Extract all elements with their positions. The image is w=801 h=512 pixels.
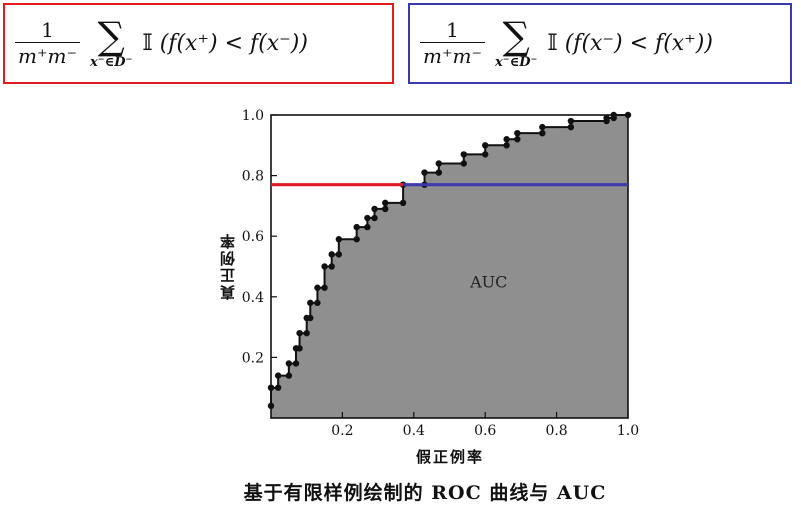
roc-point	[460, 151, 467, 158]
roc-point	[567, 117, 575, 125]
summation: ∑ x⁻∈D⁻	[495, 17, 537, 71]
roc-point	[335, 251, 343, 258]
roc-point	[335, 236, 343, 243]
fraction-bar	[420, 42, 486, 43]
roc-point	[364, 223, 371, 231]
roc-point	[353, 223, 360, 231]
y-tick-label: 0.2	[242, 350, 264, 366]
roc-point	[314, 284, 321, 291]
roc-point	[274, 384, 282, 391]
chart-canvas: 0.2 0.4 0.6 0.8 1.0 0.2 0.4 0.6 0.8 1.0 AUC	[242, 108, 639, 439]
roc-point	[285, 360, 293, 367]
formula-left: 1 m⁺m⁻ ∑ x⁻∈D⁻ 𝕀 (f(x⁺) < f(x⁻))	[3, 3, 394, 84]
x-axis-label: 假正例率	[416, 448, 485, 466]
roc-point	[567, 123, 575, 131]
x-tick-label: 0.6	[474, 423, 496, 439]
fraction-numerator: 1	[41, 18, 54, 42]
roc-point	[482, 151, 489, 158]
auc-area	[271, 115, 628, 418]
roc-point	[460, 160, 467, 167]
roc-point	[321, 263, 328, 270]
fraction: 1 m⁺m⁻	[15, 18, 81, 69]
roc-point	[274, 372, 282, 379]
roc-point	[364, 214, 371, 222]
indicator-symbol: 𝕀	[547, 31, 558, 56]
roc-point	[321, 284, 328, 291]
roc-point	[267, 402, 275, 410]
indicator-expression: 𝕀 (f(x⁻) < f(x⁺))	[547, 31, 713, 56]
fraction-bar	[15, 42, 81, 43]
plot-frame	[270, 114, 629, 419]
fraction-numerator: 1	[446, 18, 459, 42]
y-axis-label: 真正例率	[219, 232, 237, 300]
roc-point	[353, 236, 360, 243]
fraction-denominator: m⁺m⁻	[18, 44, 78, 68]
y-tick-label: 0.6	[242, 229, 264, 245]
roc-point	[296, 345, 303, 352]
roc-point	[307, 299, 314, 307]
roc-point	[296, 329, 303, 337]
roc-point	[503, 136, 510, 143]
indicator-body: (f(x⁻) < f(x⁺))	[564, 31, 713, 56]
roc-point	[435, 160, 442, 167]
roc-point	[307, 314, 314, 322]
summation-subscript: x⁻∈D⁻	[90, 54, 133, 70]
figure-caption: 基于有限样例绘制的 ROC 曲线与 AUC	[243, 482, 607, 504]
x-tick-label: 0.8	[545, 423, 567, 439]
roc-point	[482, 142, 489, 149]
indicator-body: (f(x⁺) < f(x⁻))	[159, 31, 308, 56]
roc-point	[539, 123, 546, 131]
sigma-icon: ∑	[97, 13, 125, 58]
roc-point	[382, 205, 389, 213]
roc-point	[514, 129, 521, 137]
y-tick-label: 0.8	[242, 169, 264, 185]
y-tick-label: 0.4	[242, 290, 264, 306]
roc-point	[503, 142, 510, 149]
x-tick-label: 0.4	[403, 423, 425, 439]
sigma-icon: ∑	[502, 13, 530, 58]
x-tick-label: 0.2	[331, 423, 353, 439]
roc-point	[624, 111, 632, 119]
roc-point	[328, 263, 335, 270]
roc-point	[328, 251, 335, 258]
roc-chart: 0.2 0.4 0.6 0.8 1.0 0.2 0.4 0.6 0.8 1.0 AUC	[205, 96, 645, 508]
summation: ∑ x⁻∈D⁻	[90, 17, 132, 71]
roc-point	[371, 214, 378, 222]
y-tick-label: 1.0	[242, 108, 264, 124]
fraction-denominator: m⁺m⁻	[423, 44, 483, 68]
roc-point	[514, 136, 521, 143]
summation-subscript: x⁻∈D⁻	[495, 54, 538, 70]
auc-label: AUC	[469, 273, 507, 292]
formula-right: 1 m⁺m⁻ ∑ x⁻∈D⁻ 𝕀 (f(x⁻) < f(x⁺))	[408, 3, 792, 84]
roc-point	[382, 199, 389, 207]
roc-point	[421, 169, 428, 176]
indicator-symbol: 𝕀	[142, 31, 153, 56]
roc-point	[399, 199, 407, 207]
fraction: 1 m⁺m⁻	[420, 18, 486, 69]
roc-point	[610, 111, 617, 119]
indicator-expression: 𝕀 (f(x⁺) < f(x⁻))	[142, 31, 308, 56]
roc-point	[539, 129, 546, 137]
roc-point	[603, 114, 610, 122]
roc-point	[303, 329, 310, 337]
roc-point	[285, 372, 293, 379]
roc-point	[267, 384, 275, 391]
x-tick-label: 1.0	[617, 423, 639, 439]
roc-point	[292, 360, 300, 367]
roc-point	[314, 299, 321, 307]
roc-point	[371, 205, 378, 213]
roc-point	[435, 169, 442, 176]
